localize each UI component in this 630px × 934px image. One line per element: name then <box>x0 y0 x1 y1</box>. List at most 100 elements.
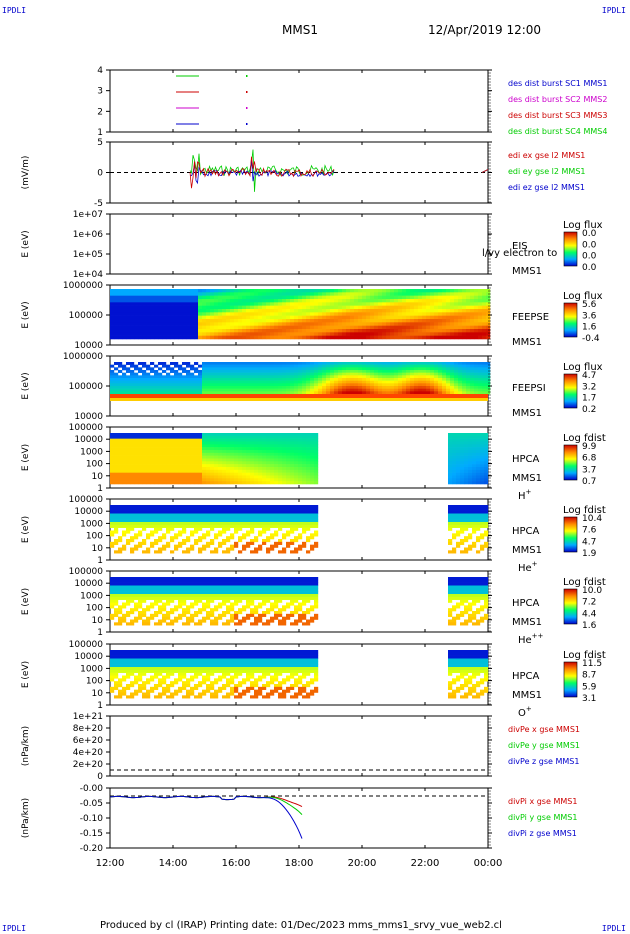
heatmap-cell <box>430 322 435 326</box>
heatmap-cell <box>138 289 143 293</box>
heatmap-cell <box>286 533 291 537</box>
heatmap-cell <box>452 464 457 468</box>
heatmap-cell <box>464 519 469 523</box>
heatmap-cell <box>350 372 355 376</box>
heatmap-cell <box>342 322 347 326</box>
heatmap-cell <box>146 305 151 310</box>
heatmap-cell <box>464 527 469 531</box>
heatmap-cell <box>314 380 319 384</box>
heatmap-cell <box>234 505 239 509</box>
heatmap-cell <box>290 550 295 554</box>
heatmap-cell <box>126 455 131 459</box>
heatmap-cell <box>476 450 481 454</box>
heatmap-cell <box>468 510 473 514</box>
heatmap-cell <box>130 527 135 531</box>
heatmap-cell <box>122 605 127 609</box>
heatmap-cell <box>378 305 383 310</box>
heatmap-cell <box>406 292 411 296</box>
heatmap-cell <box>306 295 311 300</box>
heatmap-cell <box>430 378 435 381</box>
heatmap-cell <box>226 378 231 381</box>
heatmap-cell <box>422 305 427 310</box>
colorbar-tick-label: 5.6 <box>582 300 597 310</box>
heatmap-cell <box>326 383 331 387</box>
heatmap-cell <box>302 312 307 316</box>
heatmap-cell <box>406 378 411 381</box>
heatmap-cell <box>178 302 183 306</box>
heatmap-cell <box>484 510 489 514</box>
heatmap-cell <box>314 481 319 485</box>
heatmap-cell <box>290 452 295 456</box>
heatmap-cell <box>166 435 171 439</box>
heatmap-cell <box>482 295 487 300</box>
heatmap-cell <box>130 536 135 540</box>
y-axis-label: E (eV) <box>21 444 31 471</box>
heatmap-cell <box>386 322 391 326</box>
heatmap-cell <box>114 295 119 300</box>
heatmap-cell <box>170 475 175 479</box>
heatmap-cell <box>142 289 147 293</box>
heatmap-cell <box>222 322 227 326</box>
heatmap-cell <box>186 447 191 451</box>
heatmap-cell <box>326 335 331 340</box>
heatmap-cell <box>472 541 477 545</box>
heatmap-cell <box>414 380 419 384</box>
heatmap-cell <box>118 364 123 368</box>
heatmap-cell <box>242 315 247 320</box>
heatmap-cell <box>334 295 339 300</box>
heatmap-cell <box>222 481 227 485</box>
heatmap-cell <box>150 516 155 520</box>
heatmap-cell <box>126 309 131 313</box>
heatmap-cell <box>456 522 461 526</box>
heatmap-cell <box>294 475 299 479</box>
heatmap-cell <box>274 544 279 548</box>
heatmap-cell <box>294 367 299 371</box>
heatmap-cell <box>318 299 323 303</box>
heatmap-cell <box>110 516 115 520</box>
heatmap-cell <box>130 585 135 589</box>
heatmap-cell <box>362 386 367 389</box>
heatmap-cell <box>158 302 163 306</box>
heatmap-cell <box>238 367 243 371</box>
heatmap-cell <box>306 372 311 376</box>
heatmap-cell <box>246 507 251 511</box>
heatmap-cell <box>330 364 335 368</box>
heatmap-cell <box>414 292 419 296</box>
heatmap-cell <box>150 329 155 333</box>
heatmap-cell <box>118 616 123 620</box>
heatmap-cell <box>468 475 473 479</box>
heatmap-cell <box>484 522 489 526</box>
heatmap-cell <box>402 388 407 392</box>
heatmap-cell <box>158 524 163 528</box>
heatmap-cell <box>118 588 123 592</box>
heatmap-cell <box>246 458 251 462</box>
heatmap-cell <box>158 596 163 600</box>
heatmap-cell <box>166 319 171 323</box>
heatmap-cell <box>262 516 267 520</box>
heatmap-cell <box>162 332 167 336</box>
heatmap-cell <box>294 481 299 485</box>
heatmap-cell <box>230 522 235 526</box>
heatmap-cell <box>454 312 459 316</box>
heatmap-cell <box>382 329 387 333</box>
heatmap-cell <box>150 481 155 485</box>
heatmap-cell <box>210 292 215 296</box>
heatmap-cell <box>114 391 119 395</box>
heatmap-cell <box>162 438 167 442</box>
heatmap-cell <box>278 299 283 303</box>
heatmap-cell <box>362 295 367 300</box>
heatmap-cell <box>486 332 491 336</box>
heatmap-cell <box>282 367 287 371</box>
heatmap-cell <box>438 386 443 389</box>
heatmap-cell <box>354 362 359 365</box>
heatmap-cell <box>460 507 465 511</box>
heatmap-cell <box>154 305 159 310</box>
heatmap-cell <box>110 519 115 523</box>
heatmap-cell <box>170 472 175 476</box>
heatmap-cell <box>214 367 219 371</box>
heatmap-cell <box>418 299 423 303</box>
heatmap-cell <box>238 386 243 389</box>
heatmap-cell <box>474 364 479 368</box>
heatmap-cell <box>406 391 411 395</box>
heatmap-cell <box>410 378 415 381</box>
